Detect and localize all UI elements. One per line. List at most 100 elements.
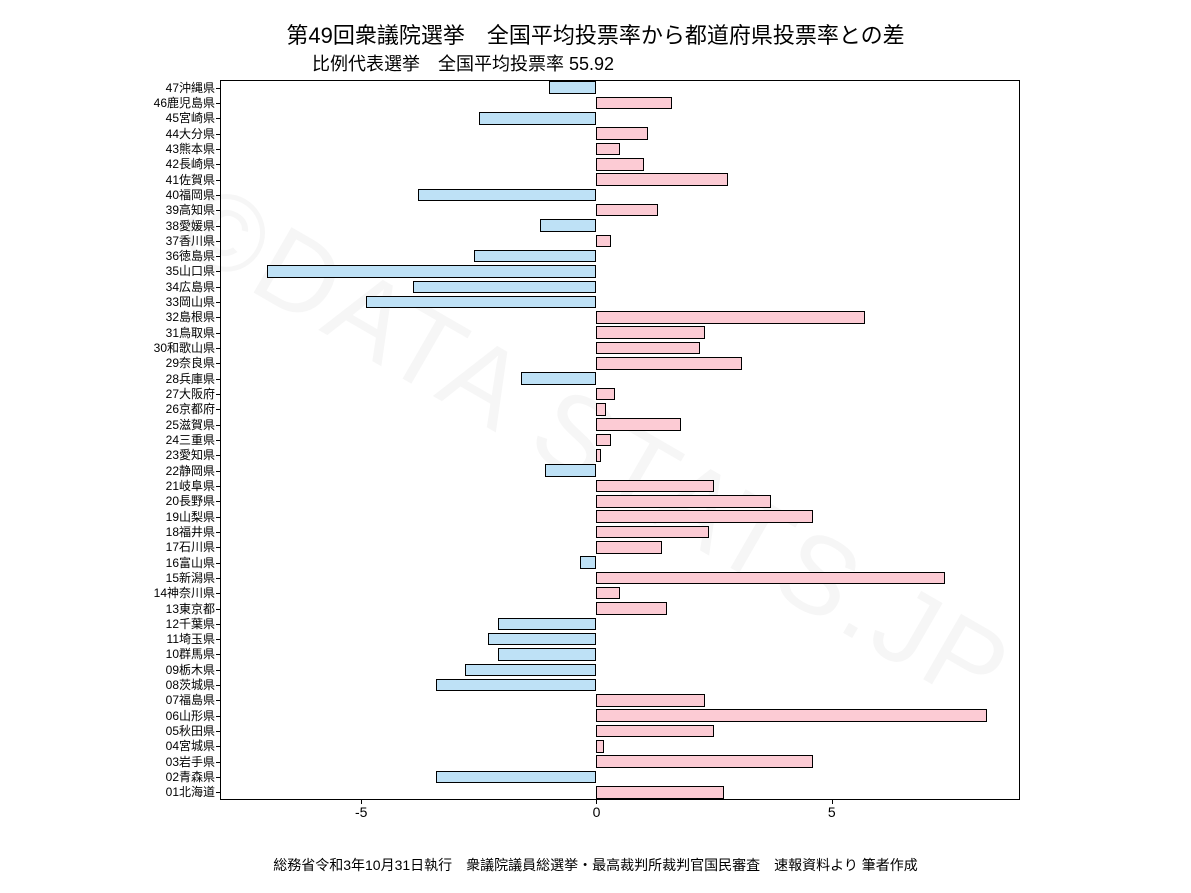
ytick-label: 31鳥取県 xyxy=(166,327,215,339)
ytick-label: 21岐阜県 xyxy=(166,480,215,492)
plot-area xyxy=(220,80,1020,800)
ytick-mark xyxy=(216,517,220,518)
ytick-label: 38愛媛県 xyxy=(166,220,215,232)
ytick-label: 26京都府 xyxy=(166,403,215,415)
bar xyxy=(596,587,620,600)
bar xyxy=(596,204,657,217)
ytick-mark xyxy=(216,670,220,671)
bar xyxy=(596,173,728,186)
bar xyxy=(596,541,662,554)
ytick-label: 01北海道 xyxy=(166,786,215,798)
bar xyxy=(596,388,615,401)
bar xyxy=(596,97,671,110)
ytick-label: 33岡山県 xyxy=(166,296,215,308)
xtick-label: 0 xyxy=(593,804,601,820)
ytick-mark xyxy=(216,624,220,625)
bar xyxy=(366,296,597,309)
bar xyxy=(596,434,610,447)
ytick-label: 24三重県 xyxy=(166,434,215,446)
ytick-mark xyxy=(216,532,220,533)
ytick-mark xyxy=(216,731,220,732)
ytick-label: 15新潟県 xyxy=(166,572,215,584)
ytick-label: 04宮城県 xyxy=(166,740,215,752)
ytick-mark xyxy=(216,792,220,793)
ytick-mark xyxy=(216,455,220,456)
ytick-label: 05秋田県 xyxy=(166,725,215,737)
ytick-label: 28兵庫県 xyxy=(166,373,215,385)
ytick-label: 44大分県 xyxy=(166,128,215,140)
ytick-mark xyxy=(216,425,220,426)
chart-title: 第49回衆議院選挙 全国平均投票率から都道府県投票率との差 xyxy=(0,18,1191,50)
ytick-label: 23愛知県 xyxy=(166,449,215,461)
ytick-label: 37香川県 xyxy=(166,235,215,247)
ytick-label: 39高知県 xyxy=(166,204,215,216)
bar xyxy=(488,633,596,646)
ytick-mark xyxy=(216,762,220,763)
ytick-mark xyxy=(216,547,220,548)
bar xyxy=(596,602,667,615)
ytick-mark xyxy=(216,333,220,334)
bar xyxy=(596,572,944,585)
ytick-mark xyxy=(216,287,220,288)
bar xyxy=(596,725,714,738)
ytick-mark xyxy=(216,348,220,349)
ytick-label: 12千葉県 xyxy=(166,618,215,630)
chart-footer: 総務省令和3年10月31日執行 衆議院議員総選挙・最高裁判所裁判官国民審査 速報… xyxy=(0,855,1191,875)
bar xyxy=(596,158,643,171)
bar xyxy=(498,648,597,661)
ytick-mark xyxy=(216,103,220,104)
ytick-mark xyxy=(216,379,220,380)
ytick-label: 42長崎県 xyxy=(166,158,215,170)
ytick-mark xyxy=(216,226,220,227)
ytick-mark xyxy=(216,88,220,89)
ytick-mark xyxy=(216,501,220,502)
bar xyxy=(596,326,704,339)
bar xyxy=(596,740,603,753)
ytick-label: 46鹿児島県 xyxy=(154,97,215,109)
bar xyxy=(596,526,709,539)
bar xyxy=(436,679,596,692)
bar xyxy=(596,709,987,722)
bar xyxy=(436,771,596,784)
ytick-mark xyxy=(216,241,220,242)
bar xyxy=(521,372,596,385)
ytick-label: 35山口県 xyxy=(166,265,215,277)
ytick-mark xyxy=(216,409,220,410)
ytick-mark xyxy=(216,609,220,610)
ytick-label: 20長野県 xyxy=(166,495,215,507)
ytick-mark xyxy=(216,654,220,655)
ytick-label: 03岩手県 xyxy=(166,756,215,768)
ytick-label: 07福島県 xyxy=(166,694,215,706)
bar xyxy=(596,403,605,416)
ytick-mark xyxy=(216,134,220,135)
bar xyxy=(596,694,704,707)
ytick-label: 47沖縄県 xyxy=(166,82,215,94)
ytick-label: 32島根県 xyxy=(166,311,215,323)
bar xyxy=(596,235,610,248)
ytick-label: 41佐賀県 xyxy=(166,174,215,186)
ytick-mark xyxy=(216,716,220,717)
ytick-mark xyxy=(216,363,220,364)
bar xyxy=(418,189,597,202)
ytick-label: 40福岡県 xyxy=(166,189,215,201)
ytick-label: 08茨城県 xyxy=(166,679,215,691)
bar xyxy=(465,664,597,677)
ytick-label: 19山梨県 xyxy=(166,511,215,523)
ytick-mark xyxy=(216,256,220,257)
bar xyxy=(596,480,714,493)
bar xyxy=(545,464,597,477)
ytick-label: 43熊本県 xyxy=(166,143,215,155)
ytick-label: 02青森県 xyxy=(166,771,215,783)
ytick-label: 10群馬県 xyxy=(166,648,215,660)
ytick-label: 45宮崎県 xyxy=(166,112,215,124)
chart-container: ©DATA STATS.JP 第49回衆議院選挙 全国平均投票率から都道府県投票… xyxy=(0,0,1191,893)
bar xyxy=(413,281,597,294)
ytick-mark xyxy=(216,440,220,441)
bar xyxy=(596,786,723,799)
ytick-mark xyxy=(216,593,220,594)
ytick-label: 18福井県 xyxy=(166,526,215,538)
ytick-label: 16富山県 xyxy=(166,557,215,569)
ytick-label: 14神奈川県 xyxy=(154,587,215,599)
bar xyxy=(596,357,742,370)
ytick-mark xyxy=(216,486,220,487)
